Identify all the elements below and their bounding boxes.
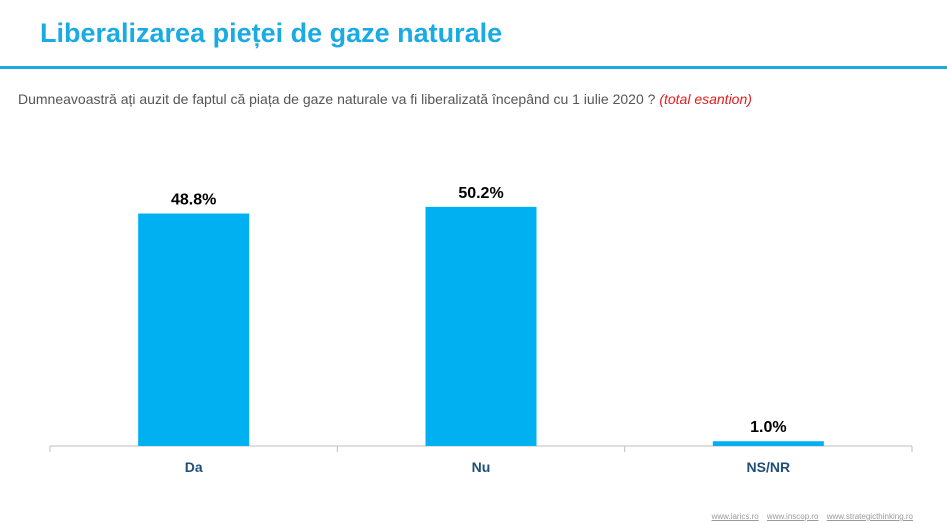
- title-divider: [0, 66, 947, 69]
- category-label: Nu: [472, 459, 491, 475]
- page-title: Liberalizarea pieței de gaze naturale: [40, 18, 503, 48]
- data-label: 50.2%: [458, 185, 503, 202]
- survey-question: Dumneavoastră ați auzit de faptul că pia…: [18, 91, 752, 107]
- bar-da: [138, 213, 250, 446]
- footer-link-iarics[interactable]: www.iarics.ro: [711, 512, 759, 521]
- data-label: 48.8%: [171, 192, 216, 209]
- question-text: Dumneavoastră ați auzit de faptul că pia…: [18, 91, 656, 107]
- bar-nu: [425, 206, 537, 446]
- data-label: 1.0%: [750, 419, 786, 436]
- footer-links: www.iarics.ro www.inscop.ro www.strategi…: [706, 512, 913, 521]
- question-note: (total esantion): [659, 91, 752, 107]
- footer-link-strategicthinking[interactable]: www.strategicthinking.ro: [826, 512, 913, 521]
- footer-link-inscop[interactable]: www.inscop.ro: [766, 512, 819, 521]
- category-label: Da: [185, 459, 203, 475]
- category-label: NS/NR: [747, 459, 791, 475]
- bar-ns-nr: [712, 441, 824, 446]
